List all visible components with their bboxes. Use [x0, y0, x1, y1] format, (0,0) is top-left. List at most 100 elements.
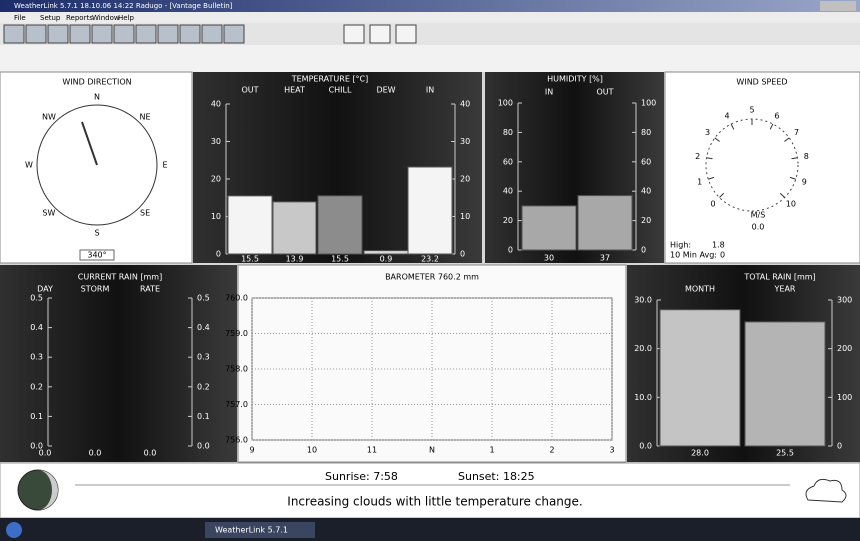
category-label: OUT — [596, 88, 613, 97]
menu-item[interactable]: Reports — [66, 14, 93, 22]
bar — [272, 201, 317, 255]
y-tick-label: 60 — [503, 157, 513, 166]
menu-item[interactable]: Setup — [40, 14, 61, 22]
compass-dial — [36, 104, 158, 226]
speed-reading: 0.0 — [752, 223, 765, 232]
title-bar — [0, 0, 860, 12]
y-tick-label: 80 — [641, 128, 651, 137]
gauge-tick — [706, 157, 713, 160]
x-tick-label: N — [429, 446, 435, 455]
compass-point: N — [94, 93, 100, 102]
gauge-tick — [730, 123, 735, 130]
toolbar-button[interactable] — [113, 24, 135, 44]
taskbar — [0, 518, 860, 541]
toolbar-button[interactable] — [47, 24, 69, 44]
value-label: 25.5 — [776, 449, 794, 458]
toolbar-button[interactable] — [343, 24, 365, 44]
toolbar-button[interactable] — [91, 24, 113, 44]
gauge-label: 3 — [705, 128, 710, 137]
current-rain-panel — [0, 265, 237, 462]
menu-bar — [0, 12, 860, 23]
toolbar-button[interactable] — [201, 24, 223, 44]
x-tick-label: 9 — [249, 446, 254, 455]
y-tick-label: 0.1 — [197, 412, 210, 421]
speed-units: M/S — [751, 211, 766, 220]
panel-title: CURRENT RAIN [mm] — [78, 273, 162, 282]
y-tick-label: 40 — [503, 187, 513, 196]
value-label: 37 — [600, 254, 610, 263]
menu-item[interactable]: Help — [118, 14, 135, 22]
y-tick-label: 0 — [460, 250, 465, 259]
toolbar-button[interactable] — [135, 24, 157, 44]
gauge-label: 5 — [749, 106, 754, 115]
y-tick-label: 20 — [641, 216, 651, 225]
x-tick-label: 3 — [609, 446, 614, 455]
y-tick-label: 0.0 — [197, 442, 210, 451]
menu-item[interactable]: Window — [92, 14, 120, 22]
toolbar-button[interactable] — [223, 24, 245, 44]
value-label: 15.5 — [241, 255, 259, 264]
panel-title: WIND SPEED — [736, 78, 787, 87]
y-tick-label: 759.0 — [225, 329, 248, 338]
toolbar-button[interactable] — [3, 24, 25, 44]
compass-point: E — [162, 161, 167, 170]
high-value: 1.8 — [712, 241, 725, 250]
y-tick-label: 100 — [837, 393, 852, 402]
gauge-label: 9 — [802, 177, 807, 186]
start-button[interactable] — [6, 522, 22, 538]
bar — [744, 321, 826, 447]
value-label: 15.5 — [331, 255, 349, 264]
toolbar-button[interactable] — [395, 24, 417, 44]
toolbar-button[interactable] — [179, 24, 201, 44]
y-tick-label: 756.0 — [225, 436, 248, 445]
forecast: Increasing clouds with little temperatur… — [287, 495, 582, 509]
bar — [577, 195, 633, 251]
gauge-label: 6 — [774, 111, 779, 120]
toolbar-button[interactable] — [369, 24, 391, 44]
value-label: 30 — [544, 254, 554, 263]
toolbar-button[interactable] — [69, 24, 91, 44]
category-label: OUT — [241, 86, 258, 95]
gauge-tick — [791, 157, 798, 160]
y-tick-label: 0.2 — [30, 382, 43, 391]
gauge-label: 4 — [724, 111, 729, 120]
y-tick-label: 0.2 — [197, 382, 210, 391]
direction-reading: 340° — [87, 251, 106, 260]
category-label: STORM — [81, 285, 110, 294]
y-tick-label: 758.0 — [225, 365, 248, 374]
menu-item[interactable]: File — [14, 14, 26, 22]
toolbar-button[interactable] — [157, 24, 179, 44]
panel-title: BAROMETER 760.2 mm — [385, 273, 479, 282]
value-label: 0.0 — [39, 449, 52, 458]
panel-title: TEMPERATURE [°C] — [291, 75, 369, 84]
panel-title: WIND DIRECTION — [62, 78, 131, 87]
sunrise: Sunrise: 7:58 — [325, 470, 398, 483]
value-label: 0.9 — [380, 255, 393, 264]
y-tick-label: 760.0 — [225, 294, 248, 303]
value-label: 28.0 — [691, 449, 709, 458]
y-tick-label: 30 — [211, 137, 221, 146]
category-label: IN — [426, 86, 434, 95]
category-label: IN — [545, 88, 553, 97]
y-tick-label: 20 — [503, 216, 513, 225]
y-tick-label: 30.0 — [634, 296, 652, 305]
toolbar-button[interactable] — [25, 24, 47, 44]
y-tick-label: 200 — [837, 344, 852, 353]
window-title: WeatherLink 5.7.1 18.10.06 14:22 Radugo … — [14, 2, 233, 10]
category-label: DEW — [376, 86, 395, 95]
window-controls[interactable] — [820, 1, 856, 11]
compass-needle — [81, 121, 98, 166]
gauge-tick — [779, 192, 785, 198]
category-label: DAY — [37, 285, 53, 294]
task-button[interactable] — [205, 522, 315, 538]
y-tick-label: 20 — [460, 175, 470, 184]
gauge-tick — [714, 137, 720, 142]
y-tick-label: 0.3 — [197, 353, 210, 362]
wind-speed-panel — [664, 71, 860, 264]
compass-point: S — [94, 229, 99, 238]
status-panel — [0, 462, 860, 519]
compass-point: NW — [42, 112, 56, 121]
y-tick-label: 0.4 — [30, 323, 43, 332]
category-label: RATE — [140, 285, 160, 294]
gauge-label: 8 — [804, 152, 809, 161]
